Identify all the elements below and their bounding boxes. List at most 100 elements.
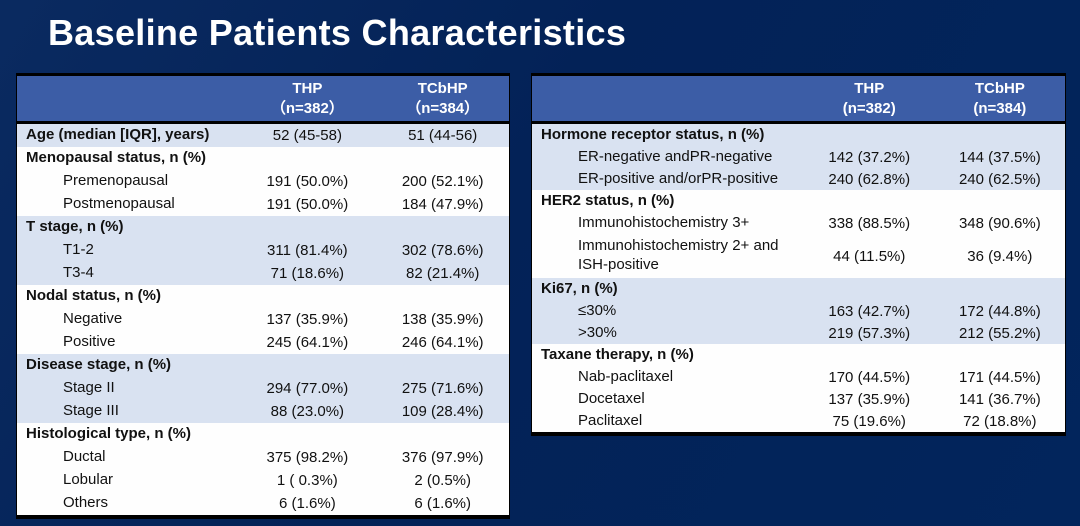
row-label: Nodal status, n (%): [16, 285, 239, 308]
table-row-postmenopausal: Postmenopausal 191 (50.0%) 184 (47.9%): [16, 193, 510, 216]
row-label: Negative: [16, 308, 239, 331]
row-label: ER-positive and/orPR-positive: [531, 168, 804, 190]
table-row-ihc-3plus: Immunohistochemistry 3+ 338 (88.5%) 348 …: [531, 212, 1066, 234]
thp-value: [803, 344, 935, 366]
tcbhp-value: [376, 147, 510, 170]
tcbhp-value: [934, 190, 1066, 212]
row-label: Stage II: [16, 377, 239, 400]
row-label: Others: [16, 492, 239, 517]
tcbhp-value: [376, 423, 510, 446]
table-row-ihc-2plus-ish: Immunohistochemistry 2+ and ISH-positive…: [531, 234, 1066, 278]
row-label: Lobular: [16, 469, 239, 492]
row-label: Docetaxel: [531, 388, 804, 410]
thp-value: 75 (19.6%): [803, 410, 935, 434]
tcbhp-value: 302 (78.6%): [376, 239, 510, 262]
tcbhp-value: 51 (44-56): [376, 122, 510, 147]
tcbhp-value: [376, 285, 510, 308]
tcbhp-value: 184 (47.9%): [376, 193, 510, 216]
tcbhp-value: [934, 344, 1066, 366]
tcbhp-value: [376, 354, 510, 377]
tcbhp-value: 275 (71.6%): [376, 377, 510, 400]
tcbhp-value: [934, 122, 1066, 146]
thp-value: 137 (35.9%): [803, 388, 935, 410]
row-label: Stage III: [16, 400, 239, 423]
row-label: ≤30%: [531, 300, 804, 322]
tcbhp-value: 376 (97.9%): [376, 446, 510, 469]
row-label: HER2 status, n (%): [531, 190, 804, 212]
thp-value: [238, 354, 377, 377]
table-row-nab-paclitaxel: Nab-paclitaxel 170 (44.5%) 171 (44.5%): [531, 366, 1066, 388]
thp-value: [803, 278, 935, 300]
section-header-row-histological: Histological type, n (%): [16, 423, 510, 446]
table-row-paclitaxel: Paclitaxel 75 (19.6%) 72 (18.8%): [531, 410, 1066, 434]
tcbhp-value: [376, 216, 510, 239]
thp-value: 137 (35.9%): [238, 308, 377, 331]
table-row-others: Others 6 (1.6%) 6 (1.6%): [16, 492, 510, 517]
section-header-row-nodal: Nodal status, n (%): [16, 285, 510, 308]
row-label: Paclitaxel: [531, 410, 804, 434]
section-header-row-menopausal: Menopausal status, n (%): [16, 147, 510, 170]
table-row-er-negative: ER-negative andPR-negative 142 (37.2%) 1…: [531, 146, 1066, 168]
row-label: T stage, n (%): [16, 216, 239, 239]
section-header-row-ki67: Ki67, n (%): [531, 278, 1066, 300]
row-label: ER-negative andPR-negative: [531, 146, 804, 168]
row-label: Hormone receptor status, n (%): [531, 122, 804, 146]
row-label: T3-4: [16, 262, 239, 285]
tcbhp-value: 138 (35.9%): [376, 308, 510, 331]
tcbhp-value: 6 (1.6%): [376, 492, 510, 517]
row-label: Immunohistochemistry 3+: [531, 212, 804, 234]
table-row-ki67-le30: ≤30% 163 (42.7%) 172 (44.8%): [531, 300, 1066, 322]
row-label: Nab-paclitaxel: [531, 366, 804, 388]
thp-value: 170 (44.5%): [803, 366, 935, 388]
tcbhp-value: 144 (37.5%): [934, 146, 1066, 168]
thp-value: 311 (81.4%): [238, 239, 377, 262]
row-label: Age (median [IQR], years): [16, 122, 239, 147]
section-header-row-taxane: Taxane therapy, n (%): [531, 344, 1066, 366]
thp-value: 88 (23.0%): [238, 400, 377, 423]
thp-value: 163 (42.7%): [803, 300, 935, 322]
thp-value: 240 (62.8%): [803, 168, 935, 190]
row-label: Histological type, n (%): [16, 423, 239, 446]
thp-value: 142 (37.2%): [803, 146, 935, 168]
table-header-row: THP (n=382) TCbHP (n=384): [531, 74, 1066, 124]
header-empty-cell: [16, 74, 239, 124]
thp-value: [238, 216, 377, 239]
header-empty-cell: [531, 74, 804, 124]
header-thp-n: (n=382): [842, 99, 896, 117]
thp-value: [238, 147, 377, 170]
header-tcbhp-name: TCbHP: [417, 80, 468, 97]
row-label: Ki67, n (%): [531, 278, 804, 300]
thp-value: [803, 122, 935, 146]
header-tcbhp-n: （n=384）: [406, 99, 480, 117]
thp-value: 191 (50.0%): [238, 193, 377, 216]
thp-value: [238, 423, 377, 446]
table-row-premenopausal: Premenopausal 191 (50.0%) 200 (52.1%): [16, 170, 510, 193]
header-thp-name: THP: [292, 80, 323, 97]
section-header-row-hormone: Hormone receptor status, n (%): [531, 122, 1066, 146]
tcbhp-value: 2 (0.5%): [376, 469, 510, 492]
table-row-positive: Positive 245 (64.1%) 246 (64.1%): [16, 331, 510, 354]
tcbhp-value: 348 (90.6%): [934, 212, 1066, 234]
thp-value: 52 (45-58): [238, 122, 377, 147]
tcbhp-value: 141 (36.7%): [934, 388, 1066, 410]
table-row-er-positive: ER-positive and/orPR-positive 240 (62.8%…: [531, 168, 1066, 190]
header-tcbhp: TCbHP (n=384): [934, 74, 1066, 124]
thp-value: 71 (18.6%): [238, 262, 377, 285]
table-row-t3-4: T3-4 71 (18.6%) 82 (21.4%): [16, 262, 510, 285]
thp-value: [803, 190, 935, 212]
table-row-stage-iii: Stage III 88 (23.0%) 109 (28.4%): [16, 400, 510, 423]
thp-value: 245 (64.1%): [238, 331, 377, 354]
tcbhp-value: 36 (9.4%): [934, 234, 1066, 278]
row-label: Postmenopausal: [16, 193, 239, 216]
tcbhp-value: 171 (44.5%): [934, 366, 1066, 388]
row-label: >30%: [531, 322, 804, 344]
header-thp: THP (n=382): [803, 74, 935, 124]
row-label: Premenopausal: [16, 170, 239, 193]
table-row-negative: Negative 137 (35.9%) 138 (35.9%): [16, 308, 510, 331]
table-row-ductal: Ductal 375 (98.2%) 376 (97.9%): [16, 446, 510, 469]
section-header-row-disease-stage: Disease stage, n (%): [16, 354, 510, 377]
thp-value: 294 (77.0%): [238, 377, 377, 400]
thp-value: 375 (98.2%): [238, 446, 377, 469]
row-label: Positive: [16, 331, 239, 354]
row-label: Disease stage, n (%): [16, 354, 239, 377]
